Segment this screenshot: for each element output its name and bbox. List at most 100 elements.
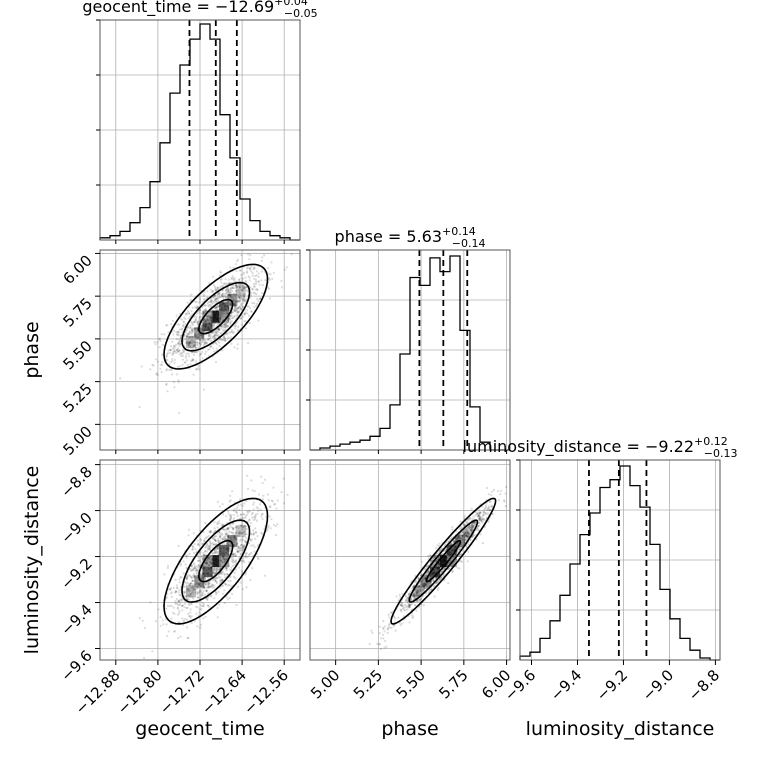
sample-point	[208, 321, 211, 324]
sample-point	[203, 309, 206, 312]
sample-point	[234, 510, 237, 513]
sample-point	[250, 479, 253, 482]
sample-point	[230, 557, 233, 560]
sample-point	[196, 341, 199, 344]
sample-point	[217, 547, 220, 550]
sample-point	[199, 340, 203, 343]
sample-point	[228, 308, 231, 311]
sample-point	[234, 308, 237, 311]
sample-point	[225, 313, 228, 316]
sample-point	[226, 534, 230, 538]
sample-point	[154, 620, 158, 623]
sample-point	[239, 299, 242, 302]
sample-point	[261, 292, 264, 295]
sample-point	[205, 341, 208, 344]
sample-point	[224, 339, 227, 342]
sample-point	[207, 338, 210, 341]
sample-point	[179, 635, 182, 638]
sample-point	[187, 317, 190, 320]
sample-point	[219, 304, 222, 307]
density-cell	[219, 545, 230, 558]
sample-point	[270, 261, 273, 264]
sample-point	[198, 334, 201, 337]
sample-point	[226, 548, 229, 552]
sample-point	[233, 546, 236, 549]
sample-point	[184, 581, 187, 584]
sample-point	[217, 567, 220, 570]
sample-point	[195, 312, 198, 315]
sample-point	[246, 267, 249, 270]
sample-point	[179, 564, 182, 567]
sample-point	[222, 553, 225, 556]
sample-point	[206, 575, 209, 579]
sample-point	[397, 616, 400, 619]
sample-point	[222, 309, 225, 312]
sample-point	[254, 527, 257, 530]
sample-point	[229, 294, 232, 297]
sample-point	[215, 306, 218, 309]
sample-point	[210, 322, 214, 325]
sample-point	[187, 346, 190, 349]
sample-point	[169, 348, 172, 351]
x-tick-label: −8.8	[685, 666, 723, 704]
sample-point	[253, 302, 256, 305]
sample-point	[203, 574, 206, 577]
sample-point	[466, 560, 469, 563]
sample-point	[411, 602, 414, 605]
sample-point	[421, 585, 424, 588]
sample-point	[210, 320, 213, 323]
sample-point	[215, 347, 218, 350]
sample-point	[191, 342, 194, 345]
sample-point	[199, 623, 202, 626]
sample-point	[424, 574, 427, 577]
sample-point	[178, 604, 181, 607]
sample-point	[368, 642, 371, 646]
sample-point	[406, 608, 409, 611]
sample-point	[190, 615, 193, 618]
sample-point	[186, 594, 189, 597]
sample-point	[192, 551, 196, 555]
sample-point	[230, 293, 233, 296]
sample-point	[206, 565, 209, 568]
sample-point	[176, 342, 179, 345]
sample-point	[221, 538, 224, 541]
sample-point	[178, 593, 181, 597]
sample-point	[218, 295, 221, 298]
sample-point	[239, 517, 242, 520]
sample-point	[223, 305, 226, 308]
sample-point	[224, 305, 227, 308]
sample-point	[186, 335, 189, 338]
sample-point	[239, 273, 243, 276]
sample-point	[207, 556, 210, 559]
sample-point	[211, 296, 215, 299]
sample-point	[162, 623, 165, 626]
sample-point	[211, 559, 214, 562]
sample-point	[466, 531, 469, 534]
sample-point	[227, 336, 230, 339]
sample-point	[238, 508, 241, 511]
sample-point	[190, 293, 193, 296]
sample-point	[263, 574, 267, 577]
sample-point	[250, 551, 253, 555]
sample-point	[238, 297, 241, 300]
sample-point	[179, 336, 182, 339]
sample-point	[185, 567, 188, 570]
sample-point	[444, 556, 448, 559]
sample-point	[487, 493, 491, 496]
sample-point	[208, 563, 211, 566]
sample-point	[239, 553, 242, 556]
sample-point	[215, 313, 218, 316]
sample-point	[225, 533, 228, 536]
sample-point	[204, 324, 207, 327]
sample-point	[209, 300, 212, 304]
sample-point	[192, 572, 196, 576]
sample-point	[199, 327, 203, 330]
sample-point	[235, 568, 238, 571]
sample-point	[236, 294, 239, 297]
sample-point	[236, 299, 239, 302]
sample-point	[280, 279, 283, 283]
sample-point	[399, 608, 402, 611]
sample-point	[222, 292, 225, 295]
sample-point	[221, 325, 224, 328]
sample-point	[241, 535, 244, 539]
